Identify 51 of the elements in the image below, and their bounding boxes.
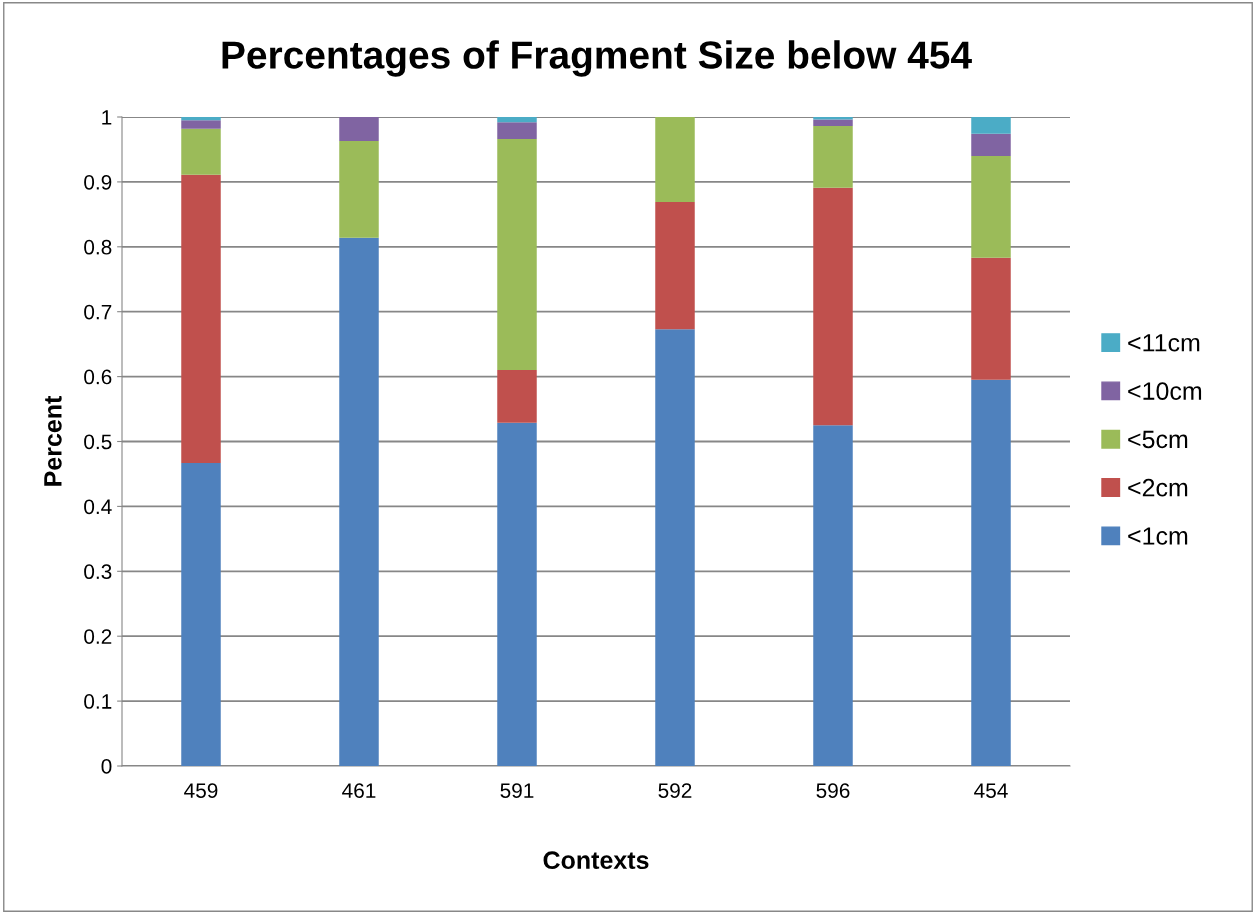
bar	[971, 155, 1011, 258]
bar	[813, 187, 853, 426]
bar	[339, 237, 379, 766]
legend-label: <2cm	[1128, 478, 1188, 497]
x-tick-label: 454	[974, 783, 1008, 798]
bar	[655, 202, 695, 330]
y-tick-label: 0.3	[84, 564, 112, 580]
bar	[497, 370, 537, 423]
y-tick-label: 0.1	[84, 694, 112, 709]
bar	[497, 117, 537, 123]
y-tick-label: 0.2	[84, 629, 112, 644]
y-axis-title: Percent	[44, 395, 62, 486]
x-tick-label: 459	[184, 783, 218, 798]
x-tick-label: 596	[816, 783, 850, 798]
bar	[339, 117, 379, 142]
x-axis-title: Contexts	[543, 851, 649, 870]
bar	[497, 422, 537, 766]
y-tick-label: 0.9	[84, 174, 112, 190]
y-tick-label: 1	[102, 110, 112, 125]
x-tick-label: 592	[658, 783, 692, 798]
bar	[497, 139, 537, 371]
y-tick-label: 0.7	[84, 304, 112, 320]
legend-label: <1cm	[1128, 527, 1188, 545]
legend-label: <5cm	[1128, 430, 1188, 449]
y-tick-label: 0.4	[84, 499, 112, 515]
bar	[813, 126, 853, 188]
bar	[181, 117, 221, 121]
bar	[655, 329, 695, 766]
y-tick-label: 0.6	[84, 369, 112, 385]
bar	[181, 128, 221, 175]
x-tick-label: 461	[342, 783, 376, 798]
bar	[813, 425, 853, 766]
chart-title: Percentages of Fragment Size below 454	[222, 40, 972, 77]
bar	[971, 257, 1011, 380]
bar	[813, 119, 853, 127]
x-tick-label: 591	[500, 783, 534, 798]
legend-label: <10cm	[1128, 382, 1202, 400]
legend-label: <11cm	[1128, 334, 1200, 352]
y-tick-label: 0.8	[84, 239, 112, 255]
bar	[181, 120, 221, 129]
bar	[181, 462, 221, 766]
bar	[655, 117, 695, 203]
bar	[181, 174, 221, 463]
bar	[971, 133, 1011, 156]
bar	[971, 379, 1011, 766]
y-tick-label: 0.5	[84, 434, 112, 450]
bar	[339, 141, 379, 238]
bar	[971, 117, 1011, 134]
bar	[813, 117, 853, 120]
y-tick-label: 0	[101, 759, 112, 774]
bar	[497, 122, 537, 140]
